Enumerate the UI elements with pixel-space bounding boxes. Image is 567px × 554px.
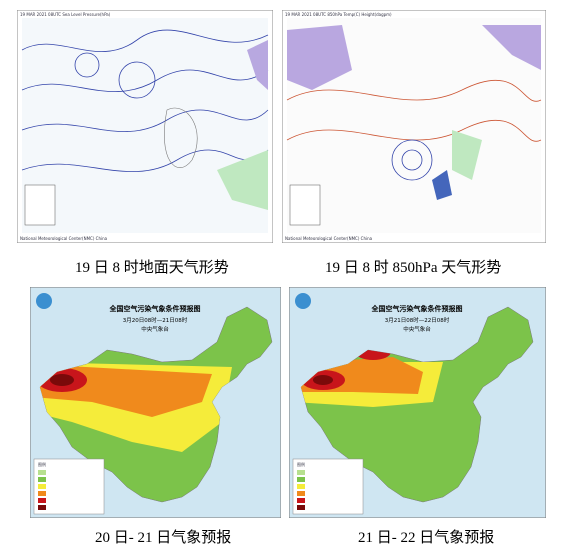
legend-title: 图例 xyxy=(297,461,305,467)
pollution-map: 全国空气污染气象条件预报图 3月20日08时—21日08时 中央气象台 图例 xyxy=(30,287,281,518)
map-title: 全国空气污染气象条件预报图 xyxy=(109,304,201,313)
caption: 19 日 8 时地面天气形势 xyxy=(75,260,229,276)
850hpa-map: 19 MAR 2021 08UTC 850hPa Temp(C) Height(… xyxy=(282,10,546,243)
map-title: 全国空气污染气象条件预报图 xyxy=(371,304,463,313)
map-footer: National Meteorological Center(NMC) Chin… xyxy=(20,236,108,241)
map-footer: National Meteorological Center(NMC) Chin… xyxy=(285,236,373,241)
pollution-map: 全国空气污染气象条件预报图 3月21日08时—22日08时 中央气象台 图例 xyxy=(289,287,546,518)
map-period: 3月20日08时—21日08时 xyxy=(123,316,188,324)
caption: 20 日- 21 日气象预报 xyxy=(95,530,232,546)
map-header: 19 MAR 2021 08UTC Sea Level Pressure(hPa… xyxy=(20,12,111,17)
caption: 19 日 8 时 850hPa 天气形势 xyxy=(325,260,502,276)
map-period: 3月21日08时—22日08时 xyxy=(385,316,450,324)
map-issuer: 中央气象台 xyxy=(141,325,169,333)
map-header: 19 MAR 2021 08UTC 850hPa Temp(C) Height(… xyxy=(285,12,392,17)
legend-title: 图例 xyxy=(38,461,46,467)
caption: 21 日- 22 日气象预报 xyxy=(358,530,495,546)
surface-map: 19 MAR 2021 08UTC Sea Level Pressure(hPa… xyxy=(17,10,273,243)
map-issuer: 中央气象台 xyxy=(403,325,431,333)
